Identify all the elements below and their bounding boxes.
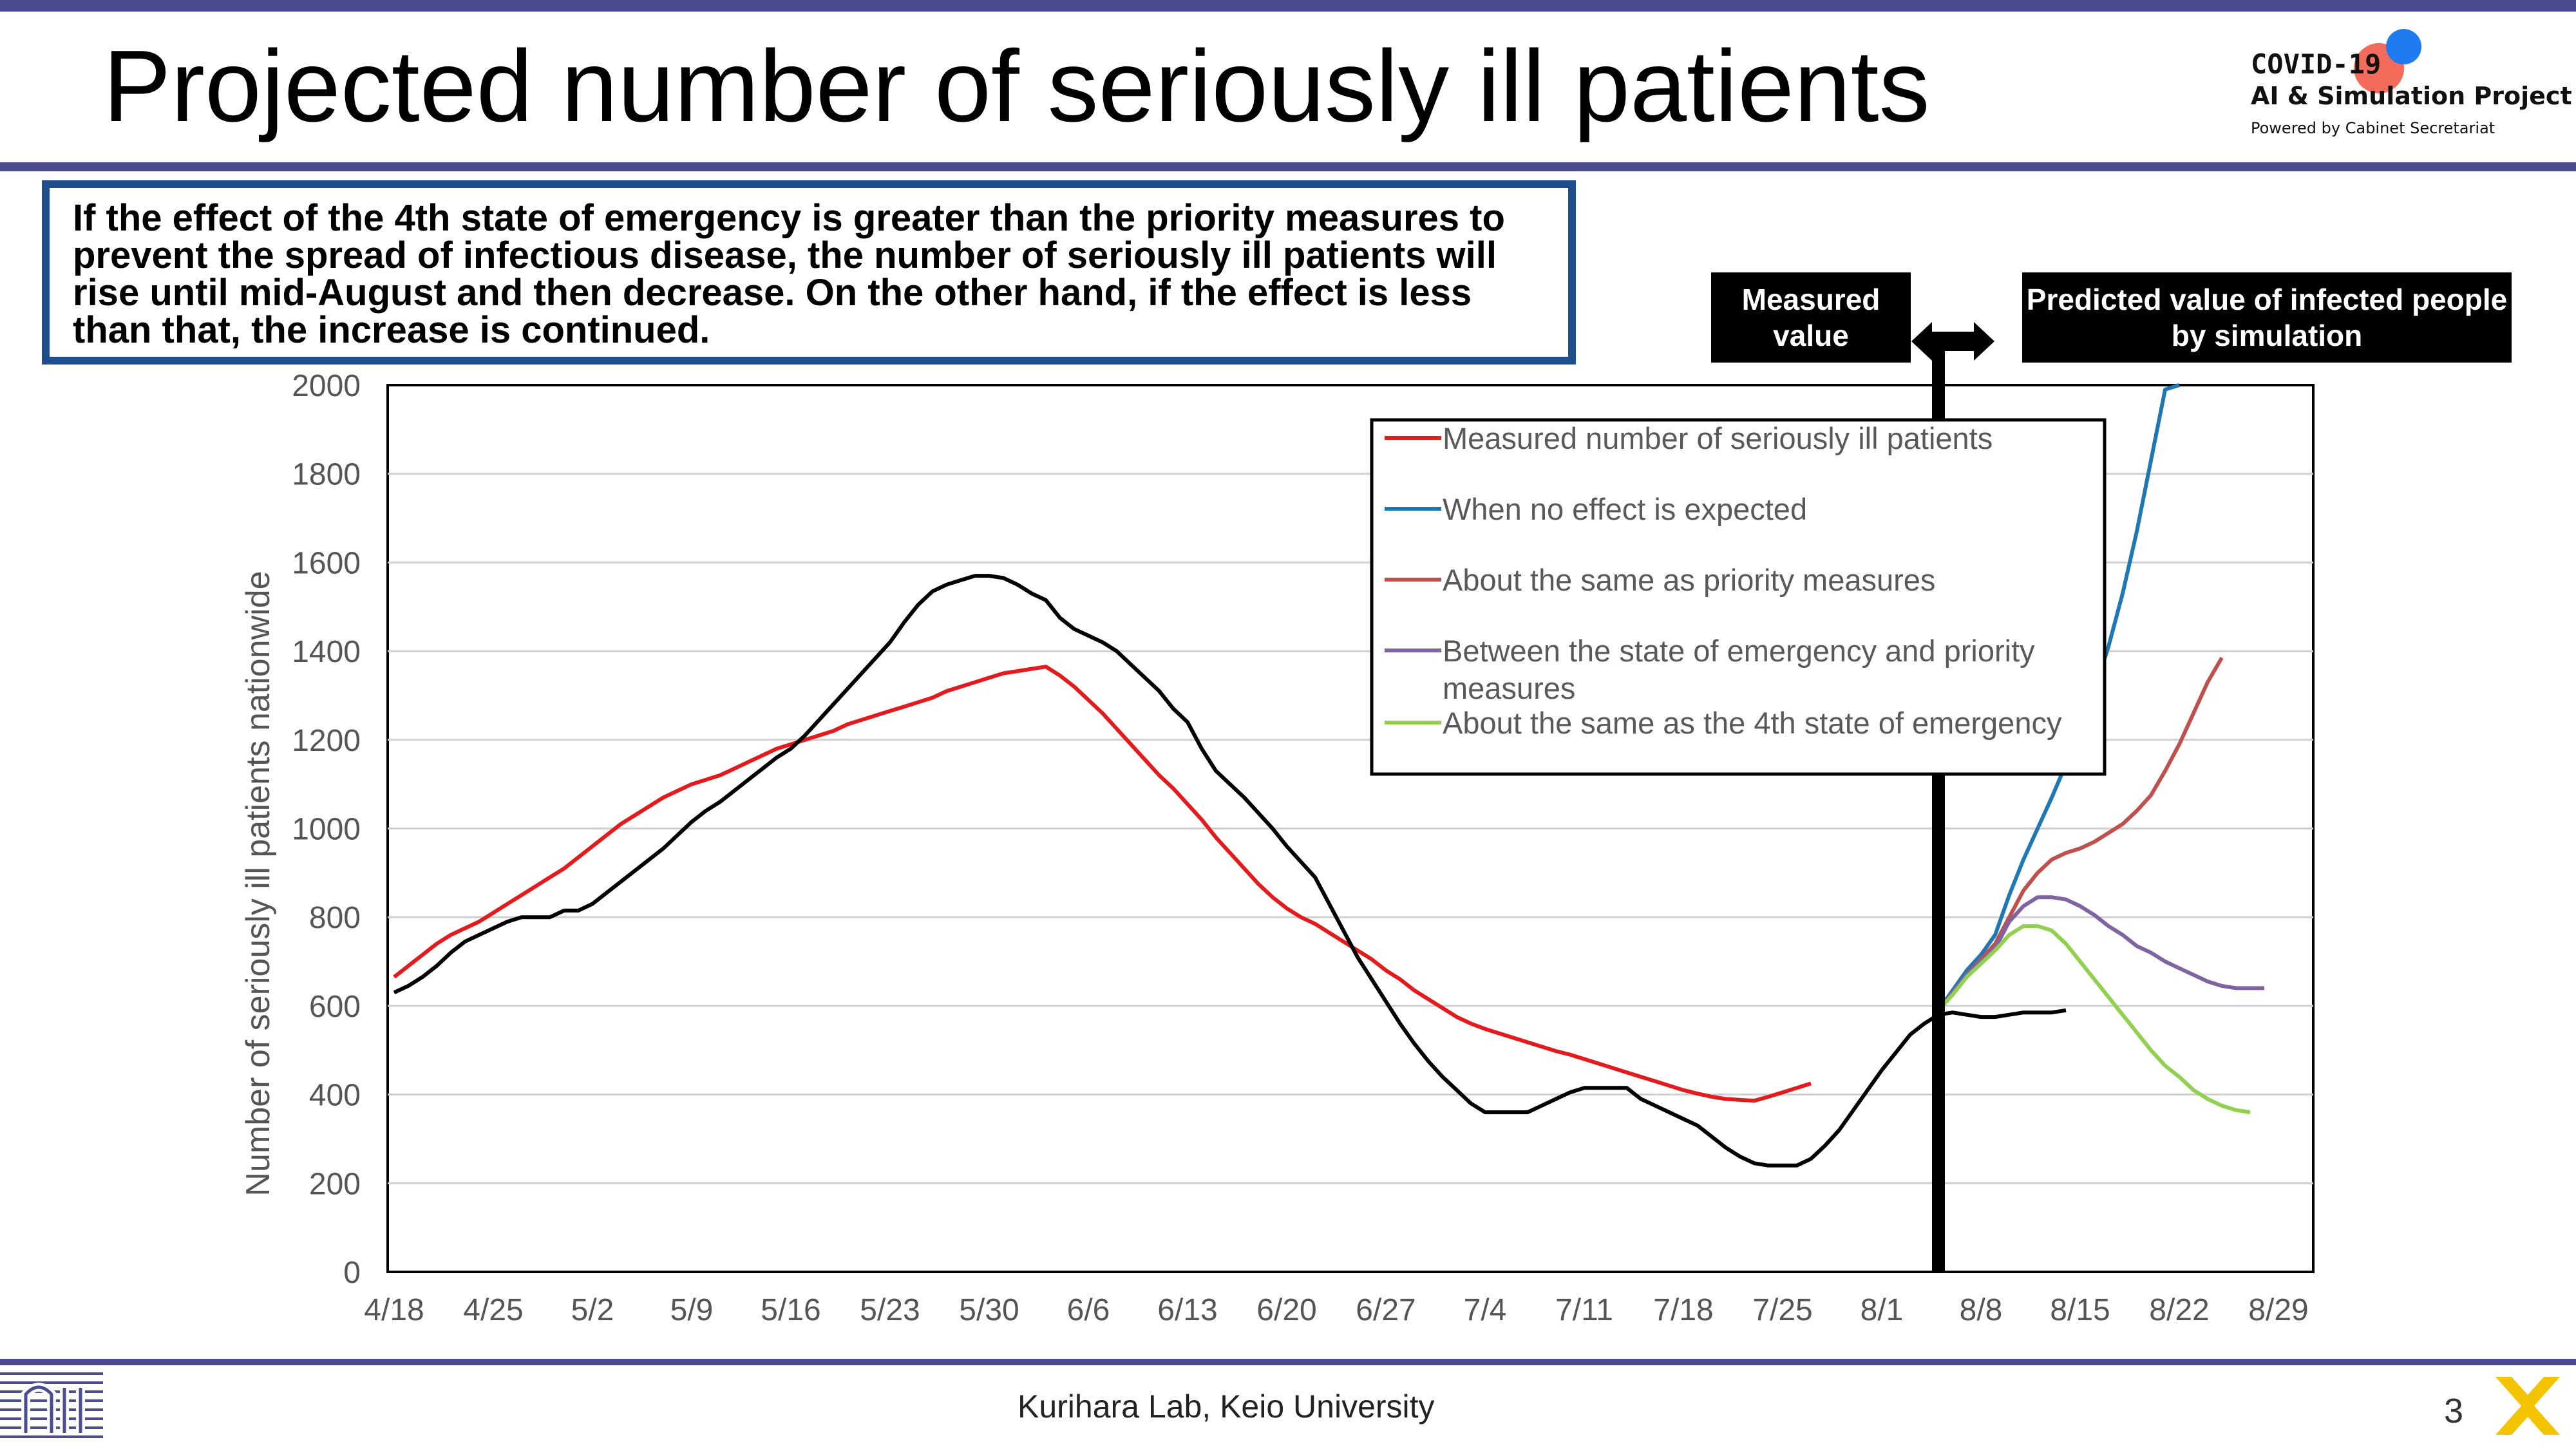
kurihara-lab-logo: [0, 1372, 103, 1438]
x-logo-icon: [2496, 1377, 2560, 1435]
y-tick-label: 600: [309, 990, 361, 1024]
x-tick-label: 5/2: [571, 1293, 614, 1327]
measured-value-label: Measured value: [1711, 272, 1911, 363]
legend-entry: Measured number of seriously ill patient…: [1385, 421, 1993, 455]
legend-entry: When no effect is expected: [1385, 492, 1807, 526]
predicted-value-label: Predicted value of infected people by si…: [2022, 272, 2512, 363]
legend-label: When no effect is expected: [1443, 492, 1807, 526]
footer-credit: Kurihara Lab, Keio University: [1018, 1388, 1435, 1425]
y-tick-label: 2000: [292, 369, 361, 403]
x-tick-label: 8/15: [2050, 1293, 2110, 1327]
x-tick-label: 7/18: [1653, 1293, 1713, 1327]
callout-box: If the effect of the 4th state of emerge…: [42, 180, 1576, 365]
bottom-accent-bar: [0, 1359, 2576, 1365]
y-tick-label: 1600: [292, 546, 361, 580]
x-tick-label: 7/4: [1464, 1293, 1507, 1327]
title-divider: [0, 162, 2576, 171]
chart-legend: Measured number of seriously ill patient…: [1370, 418, 2107, 776]
double-arrow-icon: [1911, 322, 1994, 361]
y-tick-label: 1000: [292, 813, 361, 847]
x-tick-label: 6/27: [1356, 1293, 1416, 1327]
legend-entry: About the same as priority measures: [1385, 563, 1935, 597]
black-series-line: [393, 574, 2067, 1168]
x-tick-label: 8/29: [2248, 1293, 2308, 1327]
x-tick-label: 6/13: [1157, 1293, 1217, 1327]
y-axis-label: Number of seriously ill patients nationw…: [240, 571, 277, 1196]
y-tick-label: 1200: [292, 724, 361, 758]
legend-label: Between the state of emergency and prior…: [1443, 634, 2035, 705]
x-tick-label: 5/23: [860, 1293, 920, 1327]
legend-entry: Between the state of emergency and prior…: [1385, 634, 2035, 705]
y-tick-label: 1800: [292, 458, 361, 492]
x-tick-label: 7/11: [1555, 1293, 1613, 1327]
chart-series: [393, 383, 2264, 1168]
legend-entry: About the same as the 4th state of emerg…: [1385, 706, 2062, 740]
logo-line-2: AI & Simulation Project: [2251, 82, 2572, 110]
no-effect-series-line: [1937, 383, 2180, 1012]
page-title: Projected number of seriously ill patien…: [103, 30, 1930, 143]
y-tick-label: 800: [309, 901, 361, 935]
logo-line-1: COVID-19: [2251, 48, 2382, 80]
x-tick-label: 8/1: [1861, 1293, 1904, 1327]
y-tick-labels: 0 200 400 600 800 1000 1200 1400 1600 1800 2000: [292, 369, 361, 1290]
page-number: 3: [2444, 1392, 2464, 1430]
x-tick-labels: 4/18 4/25 5/2 5/9 5/16 5/23 5/30 6/6 6/13 6/20 6/2…: [364, 1293, 2308, 1327]
measured-series-line: [393, 665, 1812, 1103]
x-tick-label: 6/20: [1256, 1293, 1316, 1327]
x-tick-label: 5/9: [670, 1293, 714, 1327]
covid-project-logo: COVID-19 AI & Simulation Project Powered…: [2251, 29, 2572, 145]
legend-label: About the same as the 4th state of emerg…: [1443, 706, 2062, 740]
y-tick-label: 0: [343, 1256, 361, 1290]
y-tick-label: 1400: [292, 635, 361, 669]
x-tick-label: 8/22: [2149, 1293, 2209, 1327]
x-tick-label: 4/25: [463, 1293, 523, 1327]
y-tick-label: 200: [309, 1167, 361, 1201]
logo-line-3: Powered by Cabinet Secretariat: [2251, 119, 2496, 137]
x-tick-label: 4/18: [364, 1293, 424, 1327]
top-accent-bar: [0, 0, 2576, 12]
x-tick-label: 6/6: [1067, 1293, 1110, 1327]
x-tick-label: 8/8: [1960, 1293, 2003, 1327]
priority-series-line: [1937, 656, 2224, 1012]
x-tick-label: 5/30: [959, 1293, 1019, 1327]
x-tick-label: 5/16: [761, 1293, 820, 1327]
legend-box: [1370, 418, 2107, 776]
x-tick-label: 7/25: [1752, 1293, 1812, 1327]
legend-label: About the same as priority measures: [1443, 563, 1935, 597]
emergency4-series-line: [1937, 924, 2251, 1115]
logo-dot-blue: [2386, 29, 2421, 64]
legend-label: Measured number of seriously ill patient…: [1443, 421, 1993, 455]
y-tick-label: 400: [309, 1079, 361, 1113]
